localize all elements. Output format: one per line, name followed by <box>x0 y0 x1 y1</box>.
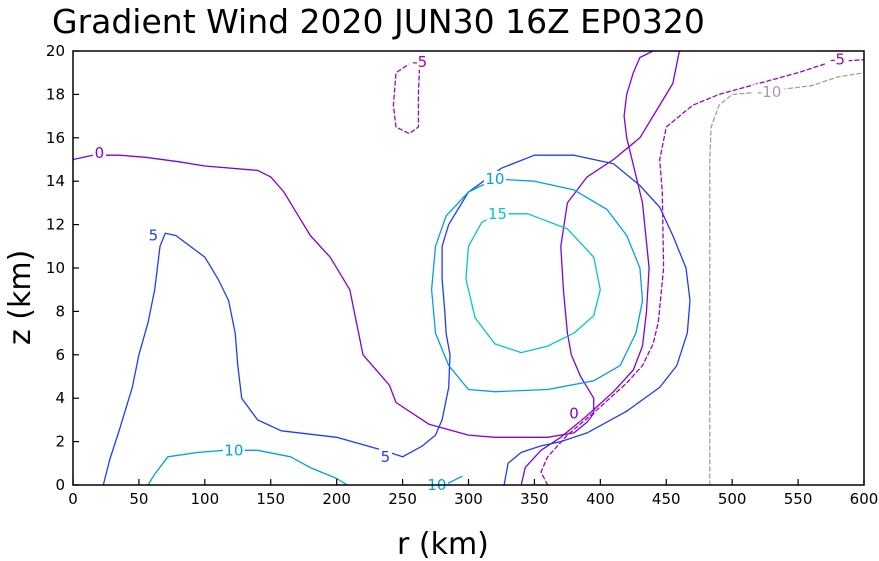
y-axis-label: z (km) <box>3 250 38 345</box>
contour-label: -10 <box>757 83 782 101</box>
contour-label: 0 <box>569 404 579 422</box>
contour-label: 5 <box>381 448 391 466</box>
x-tick-label: 250 <box>388 490 417 508</box>
y-tick-label: 12 <box>46 216 65 234</box>
x-tick-label: 600 <box>850 490 879 508</box>
contour-label: -5 <box>412 53 427 71</box>
contour-line-10-4 <box>147 449 348 485</box>
y-tick-label: 20 <box>46 42 65 60</box>
x-tick-label: 0 <box>68 490 78 508</box>
x-axis: 0 50 100 150 200 250 300 350 400 450 500 550 600 <box>68 479 878 508</box>
y-tick-label: 14 <box>46 172 65 190</box>
contour-line--10-10 <box>709 72 864 485</box>
contour-label: 0 <box>95 144 105 162</box>
y-tick-label: 0 <box>55 476 65 494</box>
x-tick-label: 350 <box>520 490 549 508</box>
y-tick-label: 10 <box>46 259 65 277</box>
x-tick-label: 300 <box>454 490 483 508</box>
contour-line--5-9 <box>540 59 864 485</box>
x-tick-label: 550 <box>784 490 813 508</box>
contour-line-10-6 <box>430 178 644 393</box>
x-tick-label: 400 <box>586 490 615 508</box>
x-tick-label: 100 <box>191 490 220 508</box>
x-tick-label: 150 <box>256 490 285 508</box>
y-tick-label: 16 <box>46 129 65 147</box>
y-axis: 0 2 4 6 8 10 12 14 16 18 20 <box>46 42 79 494</box>
y-tick-label: 6 <box>55 346 65 364</box>
contour-line--5-8 <box>392 61 421 135</box>
contour-label: 10 <box>224 441 243 459</box>
y-tick-label: 8 <box>55 302 65 320</box>
y-tick-label: 18 <box>46 85 65 103</box>
chart-title: Gradient Wind 2020 JUN30 16Z EP0320 <box>52 2 705 41</box>
contour-label: 10 <box>485 170 504 188</box>
contour-label: -5 <box>830 51 845 69</box>
y-tick-label: 2 <box>55 433 65 451</box>
contour-line-5-2 <box>102 232 404 485</box>
contour-label: 5 <box>149 226 159 244</box>
x-tick-label: 200 <box>322 490 351 508</box>
contour-label: 15 <box>488 205 507 223</box>
y-tick-label: 4 <box>55 389 65 407</box>
x-tick-label: 50 <box>129 490 148 508</box>
contour-line-5-3 <box>401 154 691 485</box>
contour-line-0-0 <box>73 51 681 438</box>
x-tick-label: 500 <box>718 490 747 508</box>
contour-line-15-7 <box>465 213 601 354</box>
plot-frame <box>72 50 865 486</box>
contour-line-0-1 <box>520 51 654 485</box>
x-tick-label: 450 <box>652 490 681 508</box>
x-axis-label: r (km) <box>397 527 489 561</box>
